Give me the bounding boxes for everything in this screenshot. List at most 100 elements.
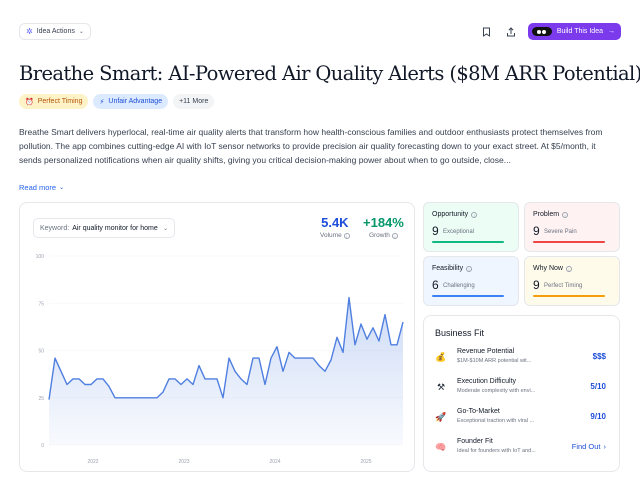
bookmark-icon[interactable] [480,25,494,39]
builder-logo-icon [531,27,552,36]
fit-row-revenue[interactable]: 💰 Revenue Potential $1M-$10M ARR potenti… [435,346,609,368]
data-point [312,358,313,359]
data-point [144,397,145,398]
trend-chart: 0 25 50 75 100 2022 2023 2024 2025 [36,254,404,465]
chevron-down-icon: ⌄ [162,225,168,232]
data-point [60,371,61,372]
read-more-label: Read more [19,183,57,192]
volume-value: 5.4K [321,215,349,230]
info-icon[interactable]: i [565,265,572,272]
data-point [138,397,139,398]
data-point [342,352,343,353]
data-point [216,378,217,379]
metric-problem[interactable]: Problem i 9 Severe Pain [524,202,620,252]
metric-desc: Severe Pain [544,229,577,235]
growth-stat: +184% Growth i [363,215,404,239]
info-icon[interactable]: i [562,211,569,218]
top-toolbar: ✲ Idea Actions ⌄ Build This Idea → [19,23,621,41]
data-point [270,358,271,359]
fit-desc: Moderate complexity with envi... [457,388,536,394]
fit-row-founder-fit[interactable]: 🧠 Founder Fit Ideal for founders with Io… [435,436,609,458]
data-point [126,397,127,398]
data-point [324,371,325,372]
share-icon[interactable] [504,25,518,39]
metric-why-now[interactable]: Why Now i 9 Perfect Timing [524,256,620,306]
data-point [336,337,337,338]
info-icon[interactable]: i [391,232,398,239]
find-out-link[interactable]: Find Out › [572,442,606,451]
data-point [258,358,259,359]
data-point [198,365,199,366]
info-icon[interactable]: i [466,265,473,272]
data-point [306,358,307,359]
y-tick-label: 0 [41,443,44,449]
data-point [348,297,349,298]
data-point [84,384,85,385]
trend-chart-card: Keyword: Air quality monitor for home ⌄ … [19,202,415,472]
data-point [204,378,205,379]
data-point [54,358,55,359]
metric-value: 6 [432,278,439,292]
data-point [264,384,265,385]
info-icon[interactable]: i [471,211,478,218]
fit-value: 5/10 [590,382,606,391]
volume-stat: 5.4K Volume i [320,215,350,239]
data-point [294,358,295,359]
chevron-down-icon: ⌄ [59,185,65,191]
data-point [150,397,151,398]
data-point [360,323,361,324]
fit-name: Revenue Potential [457,348,515,355]
tag-label: Unfair Advantage [108,98,163,105]
data-point [90,384,91,385]
metric-title: Why Now [533,265,563,272]
y-tick-label: 50 [38,349,44,355]
data-point [354,344,355,345]
fit-desc: Ideal for founders with IoT and... [457,448,536,454]
data-point [210,378,211,379]
tag-perfect-timing[interactable]: ⏰ Perfect Timing [19,94,89,109]
data-point [180,384,181,385]
data-point [240,378,241,379]
growth-value: +184% [363,215,404,230]
idea-actions-dropdown[interactable]: ✲ Idea Actions ⌄ [19,23,91,40]
y-tick-label: 75 [38,301,44,307]
data-point [384,314,385,315]
fit-name: Go-To-Market [457,408,500,415]
idea-description: Breathe Smart delivers hyperlocal, real-… [19,127,603,165]
idea-actions-label: Idea Actions [36,28,75,35]
data-point [390,344,391,345]
chevron-right-icon: › [603,442,607,451]
data-point [366,339,367,340]
data-point [48,399,49,400]
tag-label: +11 More [179,98,209,105]
fit-value: 9/10 [590,412,606,421]
metric-desc: Challenging [443,283,475,289]
data-point [66,384,67,385]
data-point [132,397,133,398]
metric-value: 9 [533,224,540,238]
chevron-down-icon: ⌄ [78,29,84,35]
tag-more[interactable]: +11 More [173,94,215,109]
keyword-value: Air quality monitor for home [72,224,158,232]
metric-value: 9 [432,224,439,238]
metric-feasibility[interactable]: Feasibility i 6 Challenging [423,256,519,306]
tools-icon: ⚒ [436,382,446,392]
metric-bar [432,241,504,243]
data-point [318,365,319,366]
x-tick-label: 2022 [87,459,98,465]
lightning-icon: ⚡ [99,98,105,106]
fit-row-execution[interactable]: ⚒ Execution Difficulty Moderate complexi… [435,376,609,398]
info-icon[interactable]: i [343,232,350,239]
build-this-idea-button[interactable]: Build This Idea → [527,23,621,40]
tag-unfair-advantage[interactable]: ⚡ Unfair Advantage [93,94,169,109]
data-point [168,378,169,379]
metric-opportunity[interactable]: Opportunity i 9 Exceptional [423,202,519,252]
fit-row-go-to-market[interactable]: 🚀 Go-To-Market Exceptional traction with… [435,406,609,428]
keyword-select[interactable]: Keyword: Air quality monitor for home ⌄ [33,218,175,238]
data-point [156,397,157,398]
data-point [276,346,277,347]
read-more-link[interactable]: Read more ⌄ [19,183,64,192]
page-title: Breathe Smart: AI-Powered Air Quality Al… [19,62,640,85]
tag-list: ⏰ Perfect Timing ⚡ Unfair Advantage +11 … [19,94,215,109]
data-point [174,378,175,379]
